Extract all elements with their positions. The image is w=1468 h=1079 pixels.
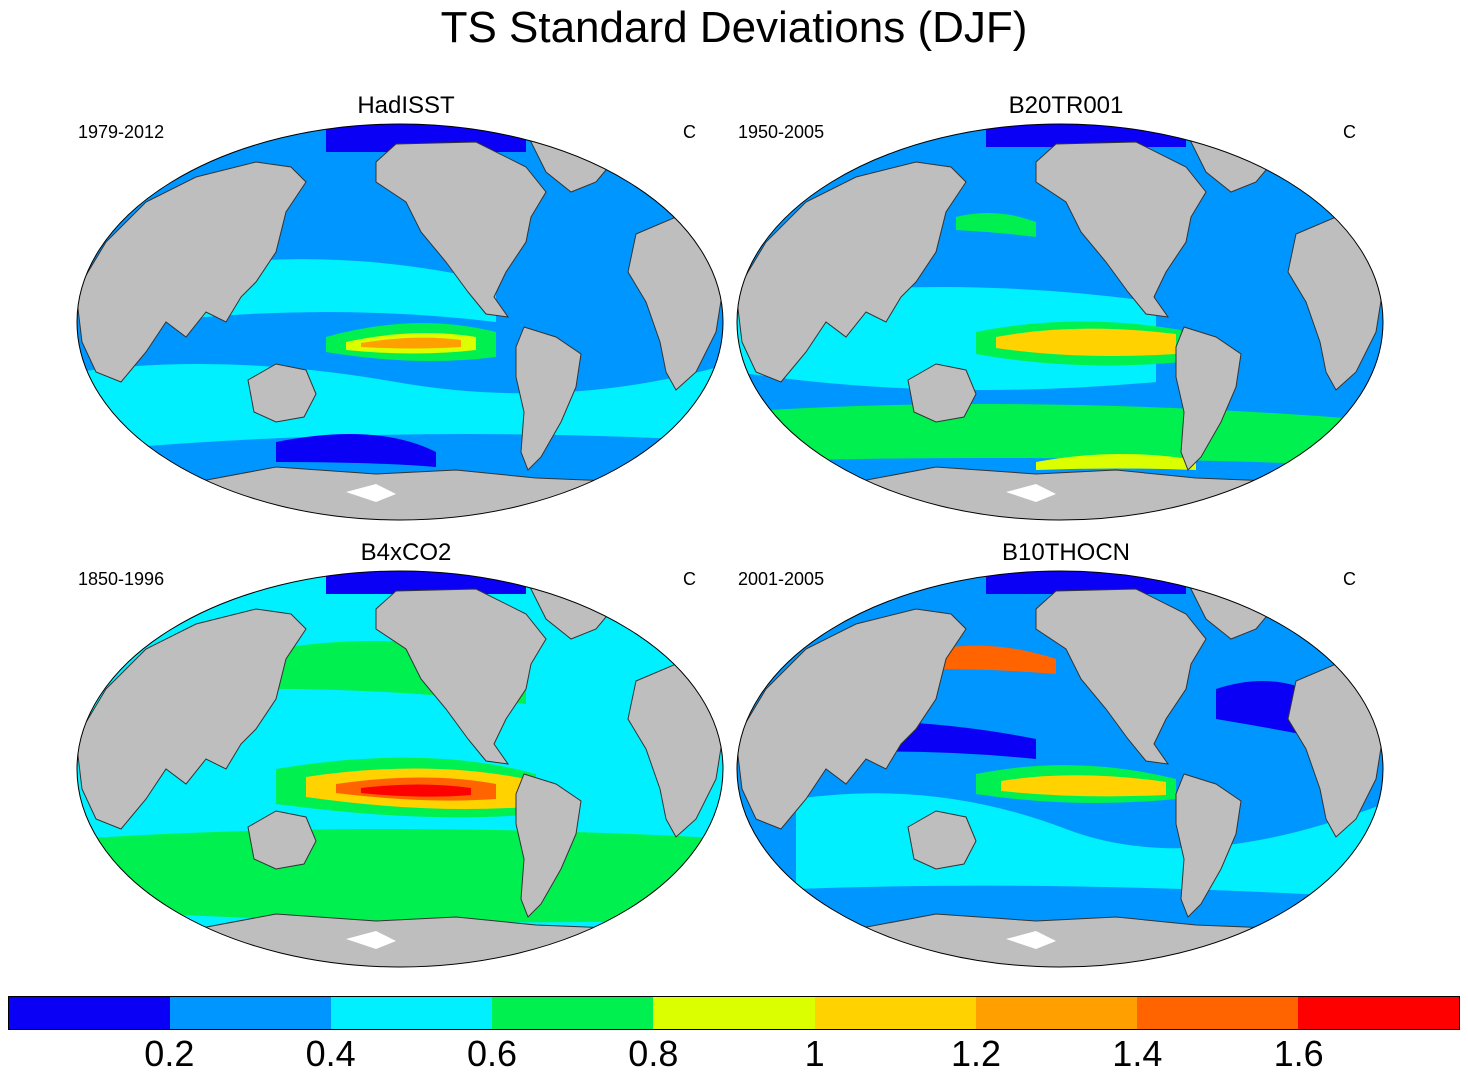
colorbar-label: 1.4 <box>1112 1033 1163 1074</box>
contour-band <box>77 362 723 452</box>
map-border <box>736 123 1384 521</box>
landmass <box>737 608 967 830</box>
contour-band <box>361 784 471 797</box>
landmass <box>1175 326 1242 471</box>
landmass <box>1335 176 1383 223</box>
landmass <box>907 363 977 423</box>
landmass <box>737 161 967 383</box>
contour-band <box>996 328 1176 356</box>
world-map <box>736 123 1384 521</box>
landmass <box>675 176 723 223</box>
map-field <box>737 571 1383 967</box>
world-map <box>736 570 1384 968</box>
landmass <box>375 141 547 318</box>
map-field <box>77 124 723 520</box>
world-map <box>76 123 724 521</box>
missing-data-patch <box>1006 484 1056 502</box>
colorbar <box>8 996 1460 1030</box>
world-map <box>76 570 724 968</box>
panel-title: B20TR001 <box>1008 92 1124 119</box>
map-border <box>76 123 724 521</box>
contour-band <box>1036 453 1196 470</box>
colorbar-swatch <box>170 997 332 1029</box>
missing-data-patch <box>1006 931 1056 949</box>
missing-data-patch <box>346 931 396 949</box>
colorbar-swatch <box>9 997 171 1029</box>
panel-title: B4xCO2 <box>360 539 452 566</box>
panel-units: C <box>683 569 696 589</box>
colorbar-label: 1 <box>804 1033 825 1074</box>
landmass <box>1335 623 1383 670</box>
map-field <box>77 571 723 967</box>
map-border <box>76 570 724 968</box>
panel-units: C <box>1343 122 1356 142</box>
colorbar-label: 1.6 <box>1273 1033 1324 1074</box>
contour-band <box>1001 775 1166 797</box>
contour-band <box>77 829 723 923</box>
landmass <box>375 588 547 765</box>
panel-period: 1950-2005 <box>738 122 825 142</box>
contour-band <box>956 213 1036 237</box>
panel-period: 2001-2005 <box>738 569 825 589</box>
map-panel-b4xco2: B4xCO2 1850-1996 C <box>76 539 736 979</box>
landmass <box>247 810 317 870</box>
colorbar-swatch <box>653 997 815 1029</box>
landmass <box>1175 773 1242 918</box>
landmass <box>1035 588 1207 765</box>
landmass <box>907 810 977 870</box>
colorbar-label: 0.6 <box>466 1033 518 1074</box>
landmass <box>1035 141 1207 318</box>
contour-band <box>276 434 436 467</box>
contour-band <box>361 337 461 349</box>
landmass <box>675 623 723 670</box>
colorbar-swatch <box>1297 997 1459 1029</box>
contour-band <box>737 404 1383 467</box>
colorbar-swatch <box>1136 997 1298 1029</box>
landmass <box>515 326 582 471</box>
colorbar-label: 0.4 <box>305 1033 356 1074</box>
colorbar-swatch <box>975 997 1137 1029</box>
landmass <box>77 608 307 830</box>
map-panel-b20tr001: B20TR001 1950-2005 C <box>736 92 1396 532</box>
panel-period: 1979-2012 <box>78 122 165 142</box>
map-field <box>737 124 1383 520</box>
landmass <box>77 161 307 383</box>
panel-title: HadISST <box>357 92 455 119</box>
landmass <box>247 363 317 423</box>
colorbar-swatch <box>814 997 976 1029</box>
contour-band <box>936 645 1056 674</box>
colorbar-swatch <box>331 997 493 1029</box>
panel-units: C <box>1343 569 1356 589</box>
landmass <box>515 773 582 918</box>
map-panel-hadisst: HadISST 1979-2012 C <box>76 92 736 532</box>
panel-title: B10THOCN <box>1001 539 1131 566</box>
colorbar-label: 0.2 <box>144 1033 195 1074</box>
colorbar-label: 1.2 <box>950 1033 1002 1074</box>
map-panel-b10thocn: B10THOCN 2001-2005 C <box>736 539 1396 979</box>
figure-title: TS Standard Deviations (DJF) <box>440 3 1028 52</box>
colorbar-swatch <box>492 997 654 1029</box>
colorbar-label: 0.8 <box>628 1033 679 1074</box>
panel-units: C <box>683 122 696 142</box>
missing-data-patch <box>346 484 396 502</box>
map-border <box>736 570 1384 968</box>
panel-period: 1850-1996 <box>78 569 165 589</box>
